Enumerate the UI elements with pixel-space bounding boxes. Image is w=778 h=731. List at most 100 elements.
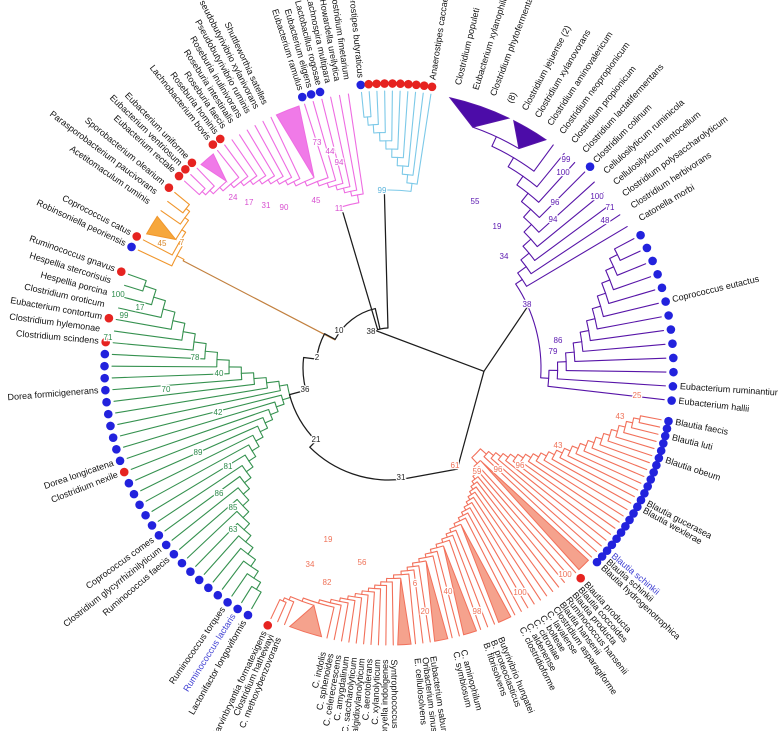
branch bbox=[118, 307, 162, 318]
branch bbox=[532, 453, 540, 458]
tip-dot-blue bbox=[636, 495, 646, 505]
tip-dot-blue bbox=[169, 549, 179, 559]
branch bbox=[241, 585, 253, 604]
branch bbox=[469, 507, 529, 609]
tip-dot-blue bbox=[659, 439, 668, 448]
branch bbox=[112, 378, 243, 391]
branch bbox=[335, 184, 338, 191]
branch bbox=[505, 459, 607, 541]
branch bbox=[209, 189, 214, 195]
branch bbox=[556, 378, 666, 387]
bootstrap-value: 48 bbox=[601, 216, 610, 225]
branch bbox=[559, 457, 635, 498]
branch bbox=[491, 136, 497, 147]
branch bbox=[603, 432, 611, 436]
branch bbox=[181, 229, 187, 233]
branch bbox=[251, 591, 262, 610]
tip-dot-blue bbox=[669, 353, 678, 363]
branch bbox=[587, 439, 595, 444]
branch bbox=[276, 179, 280, 185]
branch bbox=[282, 597, 285, 602]
branch bbox=[190, 174, 206, 190]
branch bbox=[267, 179, 272, 185]
branch bbox=[608, 289, 656, 304]
branch bbox=[266, 380, 280, 384]
branch bbox=[201, 190, 207, 196]
collapsed-clade-triangle bbox=[513, 119, 548, 150]
branch bbox=[363, 594, 369, 645]
branch bbox=[619, 250, 641, 261]
branch bbox=[216, 149, 240, 178]
tip-dot-blue bbox=[633, 502, 642, 512]
tip-dot-blue bbox=[669, 367, 678, 377]
branch bbox=[448, 539, 482, 630]
branch bbox=[586, 318, 596, 322]
backbone-arc bbox=[377, 327, 388, 331]
tip-dot-blue bbox=[108, 433, 118, 443]
bootstrap-value: 17 bbox=[245, 198, 254, 207]
branch bbox=[178, 242, 184, 247]
branch bbox=[424, 553, 427, 558]
tip-dot-blue bbox=[135, 500, 144, 510]
branch bbox=[253, 377, 267, 380]
branch bbox=[366, 116, 369, 126]
branch bbox=[356, 194, 360, 204]
branch bbox=[153, 296, 166, 302]
branch bbox=[616, 263, 647, 276]
bootstrap-value: 94 bbox=[335, 158, 344, 167]
branch bbox=[551, 458, 632, 504]
tip-dot-blue bbox=[643, 482, 652, 491]
branch bbox=[254, 125, 284, 177]
branch bbox=[477, 476, 565, 583]
branch bbox=[517, 266, 527, 274]
branch bbox=[391, 581, 394, 646]
bootstrap-value: 43 bbox=[554, 441, 563, 450]
branch-arc bbox=[471, 448, 481, 458]
branch bbox=[435, 543, 438, 549]
collapsed-clade-triangle bbox=[145, 215, 177, 241]
branch bbox=[304, 103, 329, 179]
bootstrap-value: 36 bbox=[301, 385, 310, 394]
branch bbox=[160, 210, 181, 225]
taxon-label: C. xylanolyticum bbox=[370, 659, 382, 725]
branch bbox=[571, 445, 579, 450]
branch bbox=[333, 604, 342, 641]
tip-dot-blue bbox=[177, 558, 187, 568]
branch bbox=[407, 91, 417, 167]
bootstrap-value: 86 bbox=[554, 336, 563, 345]
branch bbox=[530, 214, 621, 275]
branch bbox=[174, 191, 190, 206]
tip-dot-blue bbox=[100, 361, 109, 371]
branch bbox=[278, 384, 288, 387]
branch bbox=[445, 533, 448, 538]
branch bbox=[472, 496, 542, 601]
branch bbox=[184, 217, 190, 221]
bootstrap-value: 96 bbox=[494, 465, 503, 474]
collapsed-clade-triangle bbox=[200, 153, 228, 183]
tip-dot-blue bbox=[646, 475, 656, 484]
branch bbox=[347, 93, 364, 195]
collapsed-clade-triangle bbox=[448, 97, 511, 128]
tip-dot-blue bbox=[652, 460, 661, 470]
tip-dot-blue bbox=[661, 297, 670, 306]
branch bbox=[238, 134, 267, 177]
branch bbox=[245, 535, 252, 543]
branch-arc bbox=[515, 283, 542, 378]
branch bbox=[196, 167, 215, 187]
branch bbox=[591, 447, 648, 471]
branch bbox=[249, 180, 254, 186]
bootstrap-value: 100 bbox=[556, 168, 570, 177]
branch bbox=[599, 444, 650, 464]
branch bbox=[455, 529, 496, 625]
branch bbox=[520, 192, 529, 203]
bootstrap-value: 56 bbox=[358, 558, 367, 567]
branch bbox=[633, 417, 641, 420]
tip-dot-red bbox=[427, 82, 437, 92]
backbone-arc bbox=[309, 446, 403, 481]
branch bbox=[472, 470, 477, 475]
branch bbox=[360, 91, 365, 118]
branch bbox=[264, 419, 274, 424]
branch bbox=[579, 442, 587, 447]
branch bbox=[167, 200, 184, 214]
